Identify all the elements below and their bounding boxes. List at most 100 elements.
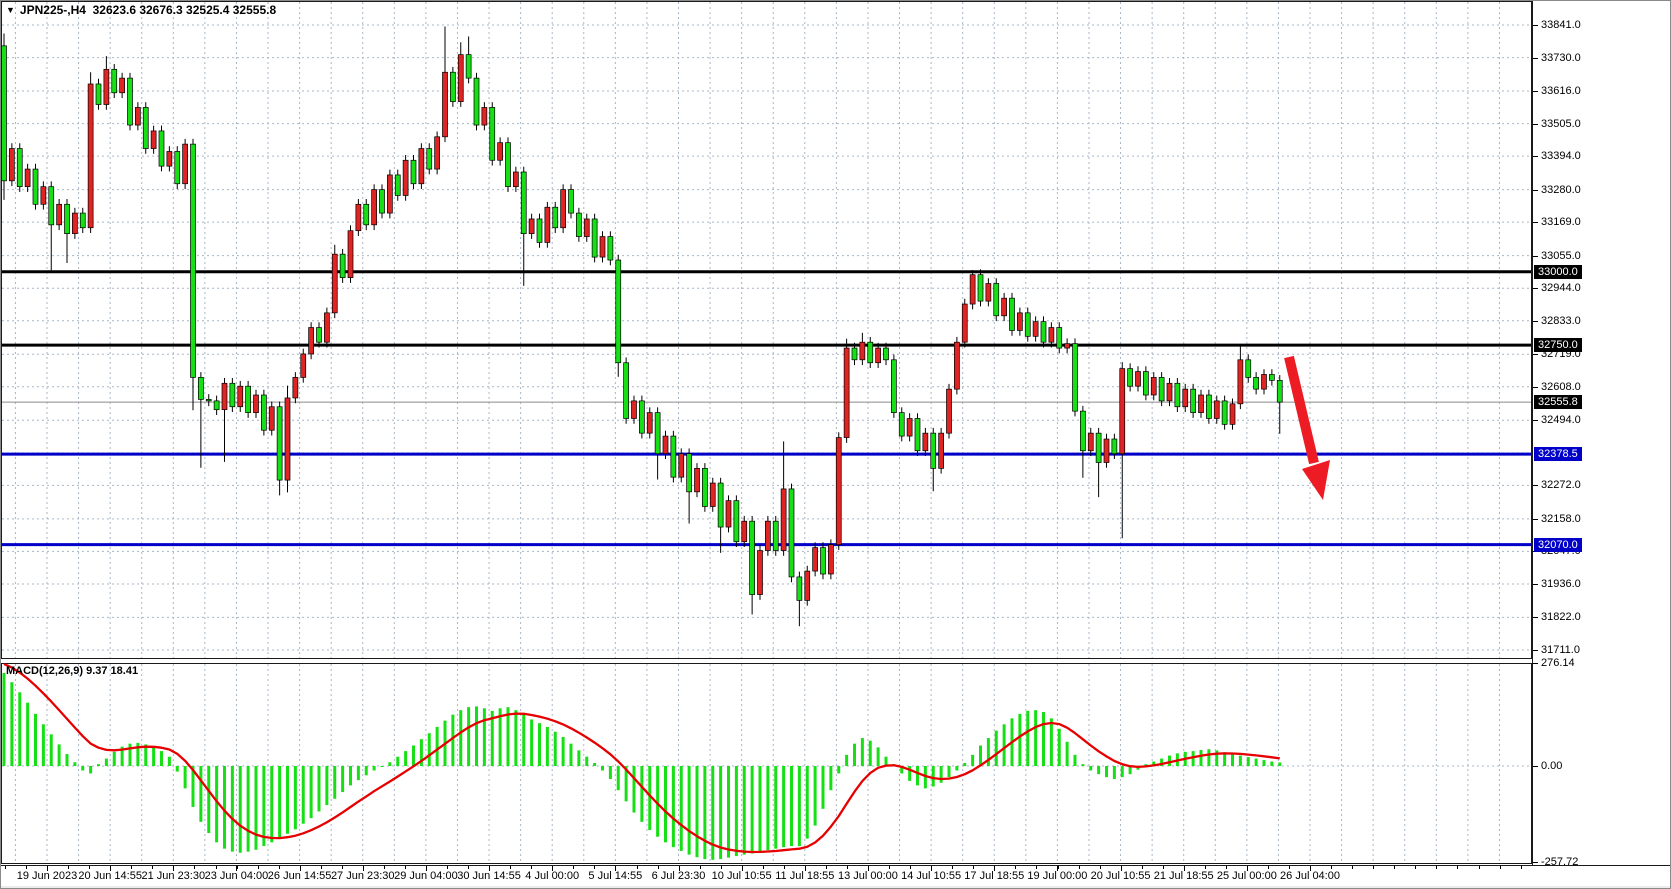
macd-histogram-bar: [742, 766, 746, 855]
candle-body-down: [394, 174, 401, 196]
macd-histogram-bar: [608, 766, 612, 780]
macd-histogram-bar: [758, 766, 762, 852]
time-tick-minor: [257, 866, 259, 869]
time-tick-minor: [594, 866, 596, 869]
time-tick-minor: [194, 866, 196, 869]
time-tick-minor: [1204, 866, 1206, 869]
main-pane-border: [1, 1, 1532, 659]
macd-histogram-bar: [262, 766, 266, 847]
price-tick-mark: [1533, 485, 1538, 487]
macd-histogram-bar: [1034, 710, 1038, 766]
candle: [1032, 316, 1039, 342]
candle-body-up: [1048, 327, 1055, 343]
candle: [946, 383, 952, 439]
candle: [205, 394, 212, 407]
time-label: 21 Jul 18:55: [1153, 870, 1214, 882]
candle-body-up: [481, 107, 488, 126]
time-tick-major: [299, 866, 301, 871]
macd-histogram-bar: [270, 766, 274, 843]
price-tick-label: 32158.0: [1541, 512, 1581, 525]
macd-histogram-bar: [1042, 712, 1045, 766]
time-tick-minor: [783, 866, 785, 869]
macd-histogram-bar: [2, 672, 6, 766]
candle: [253, 389, 259, 418]
candle-body-up: [1032, 321, 1039, 337]
candle-body-down: [1111, 438, 1118, 455]
candle-body-down: [79, 212, 86, 229]
candles: [1, 26, 1283, 627]
candle: [9, 143, 15, 187]
symbol-dropdown-icon[interactable]: ▼: [6, 5, 15, 15]
macd-histogram-bar: [1120, 766, 1124, 778]
time-tick-minor: [5, 866, 6, 869]
time-label: 19 Jun 2023: [16, 870, 78, 882]
candle: [615, 254, 622, 377]
candle-body-down: [977, 274, 984, 302]
candle-body-up: [268, 406, 275, 431]
candle: [607, 231, 614, 266]
time-tick-major: [1120, 866, 1122, 871]
macd-histogram-bar: [73, 762, 77, 766]
macd-histogram-bar: [530, 719, 534, 766]
macd-histogram-bar: [380, 766, 384, 767]
candle: [859, 332, 866, 366]
candle: [1261, 369, 1267, 395]
candle-body-down: [379, 189, 385, 214]
time-tick-minor: [1457, 866, 1459, 869]
candle-body-down: [1158, 377, 1165, 402]
macd-histogram-bar: [223, 766, 226, 849]
candle: [930, 427, 937, 492]
candle-body-up: [442, 71, 448, 138]
time-tick-minor: [910, 866, 912, 869]
time-tick-major: [173, 866, 175, 871]
candle-body-up: [1001, 297, 1007, 317]
candle: [1276, 375, 1283, 434]
price-axis[interactable]: 33841.0 33730.0 33616.0 33505.0 33394.0 33280…: [1532, 1, 1670, 868]
candle-body-up: [40, 186, 47, 205]
candle: [142, 102, 149, 154]
candle-body-up: [946, 388, 952, 434]
macd-tick-mark: [1533, 766, 1538, 767]
candle-body-up: [1103, 438, 1110, 463]
time-tick-minor: [889, 866, 891, 869]
candle: [560, 184, 566, 234]
macd-histogram-bar: [128, 743, 132, 766]
price-tick-mark: [1533, 354, 1538, 356]
macd-histogram-bar: [908, 766, 912, 781]
macd-histogram-bar: [1018, 713, 1022, 766]
candle-body-up: [757, 550, 763, 595]
chart-plot-area[interactable]: [1, 1, 1532, 865]
candle: [993, 278, 1000, 322]
time-tick-major: [741, 866, 743, 871]
candle: [646, 407, 653, 439]
macd-histogram-bar: [498, 708, 502, 766]
price-tick-label: 33730.0: [1541, 51, 1581, 64]
macd-histogram-bar: [293, 766, 297, 830]
candle-body-up: [387, 174, 393, 214]
candle-body-down: [536, 218, 543, 243]
candle-body-up: [646, 412, 653, 434]
price-tick-label: 32494.0: [1541, 414, 1581, 427]
time-axis[interactable]: 19 Jun 2023 20 Jun 14:55 21 Jun 23:30 23 Ju…: [1, 865, 1670, 886]
time-label: 21 Jun 23:30: [141, 870, 206, 882]
down-arrow-annotation[interactable]: [1284, 355, 1330, 500]
candle: [725, 495, 732, 533]
candle: [1056, 322, 1063, 354]
candle: [757, 545, 763, 600]
candle-body-down: [772, 520, 779, 551]
macd-histogram-bar: [1246, 757, 1250, 766]
time-label: 30 Jun 14:55: [457, 870, 521, 882]
candle: [174, 146, 181, 190]
candle: [1269, 369, 1275, 386]
macd-histogram-bar: [994, 730, 998, 766]
candle: [623, 357, 629, 424]
price-tick-label: 33169.0: [1541, 216, 1581, 229]
candle-body-up: [922, 432, 929, 452]
candle-body-up: [513, 171, 519, 188]
candle: [1253, 372, 1259, 395]
time-tick-minor: [1499, 866, 1501, 869]
macd-histogram-bar: [1191, 751, 1195, 766]
candle: [599, 231, 606, 263]
candle-body-down: [174, 151, 181, 185]
